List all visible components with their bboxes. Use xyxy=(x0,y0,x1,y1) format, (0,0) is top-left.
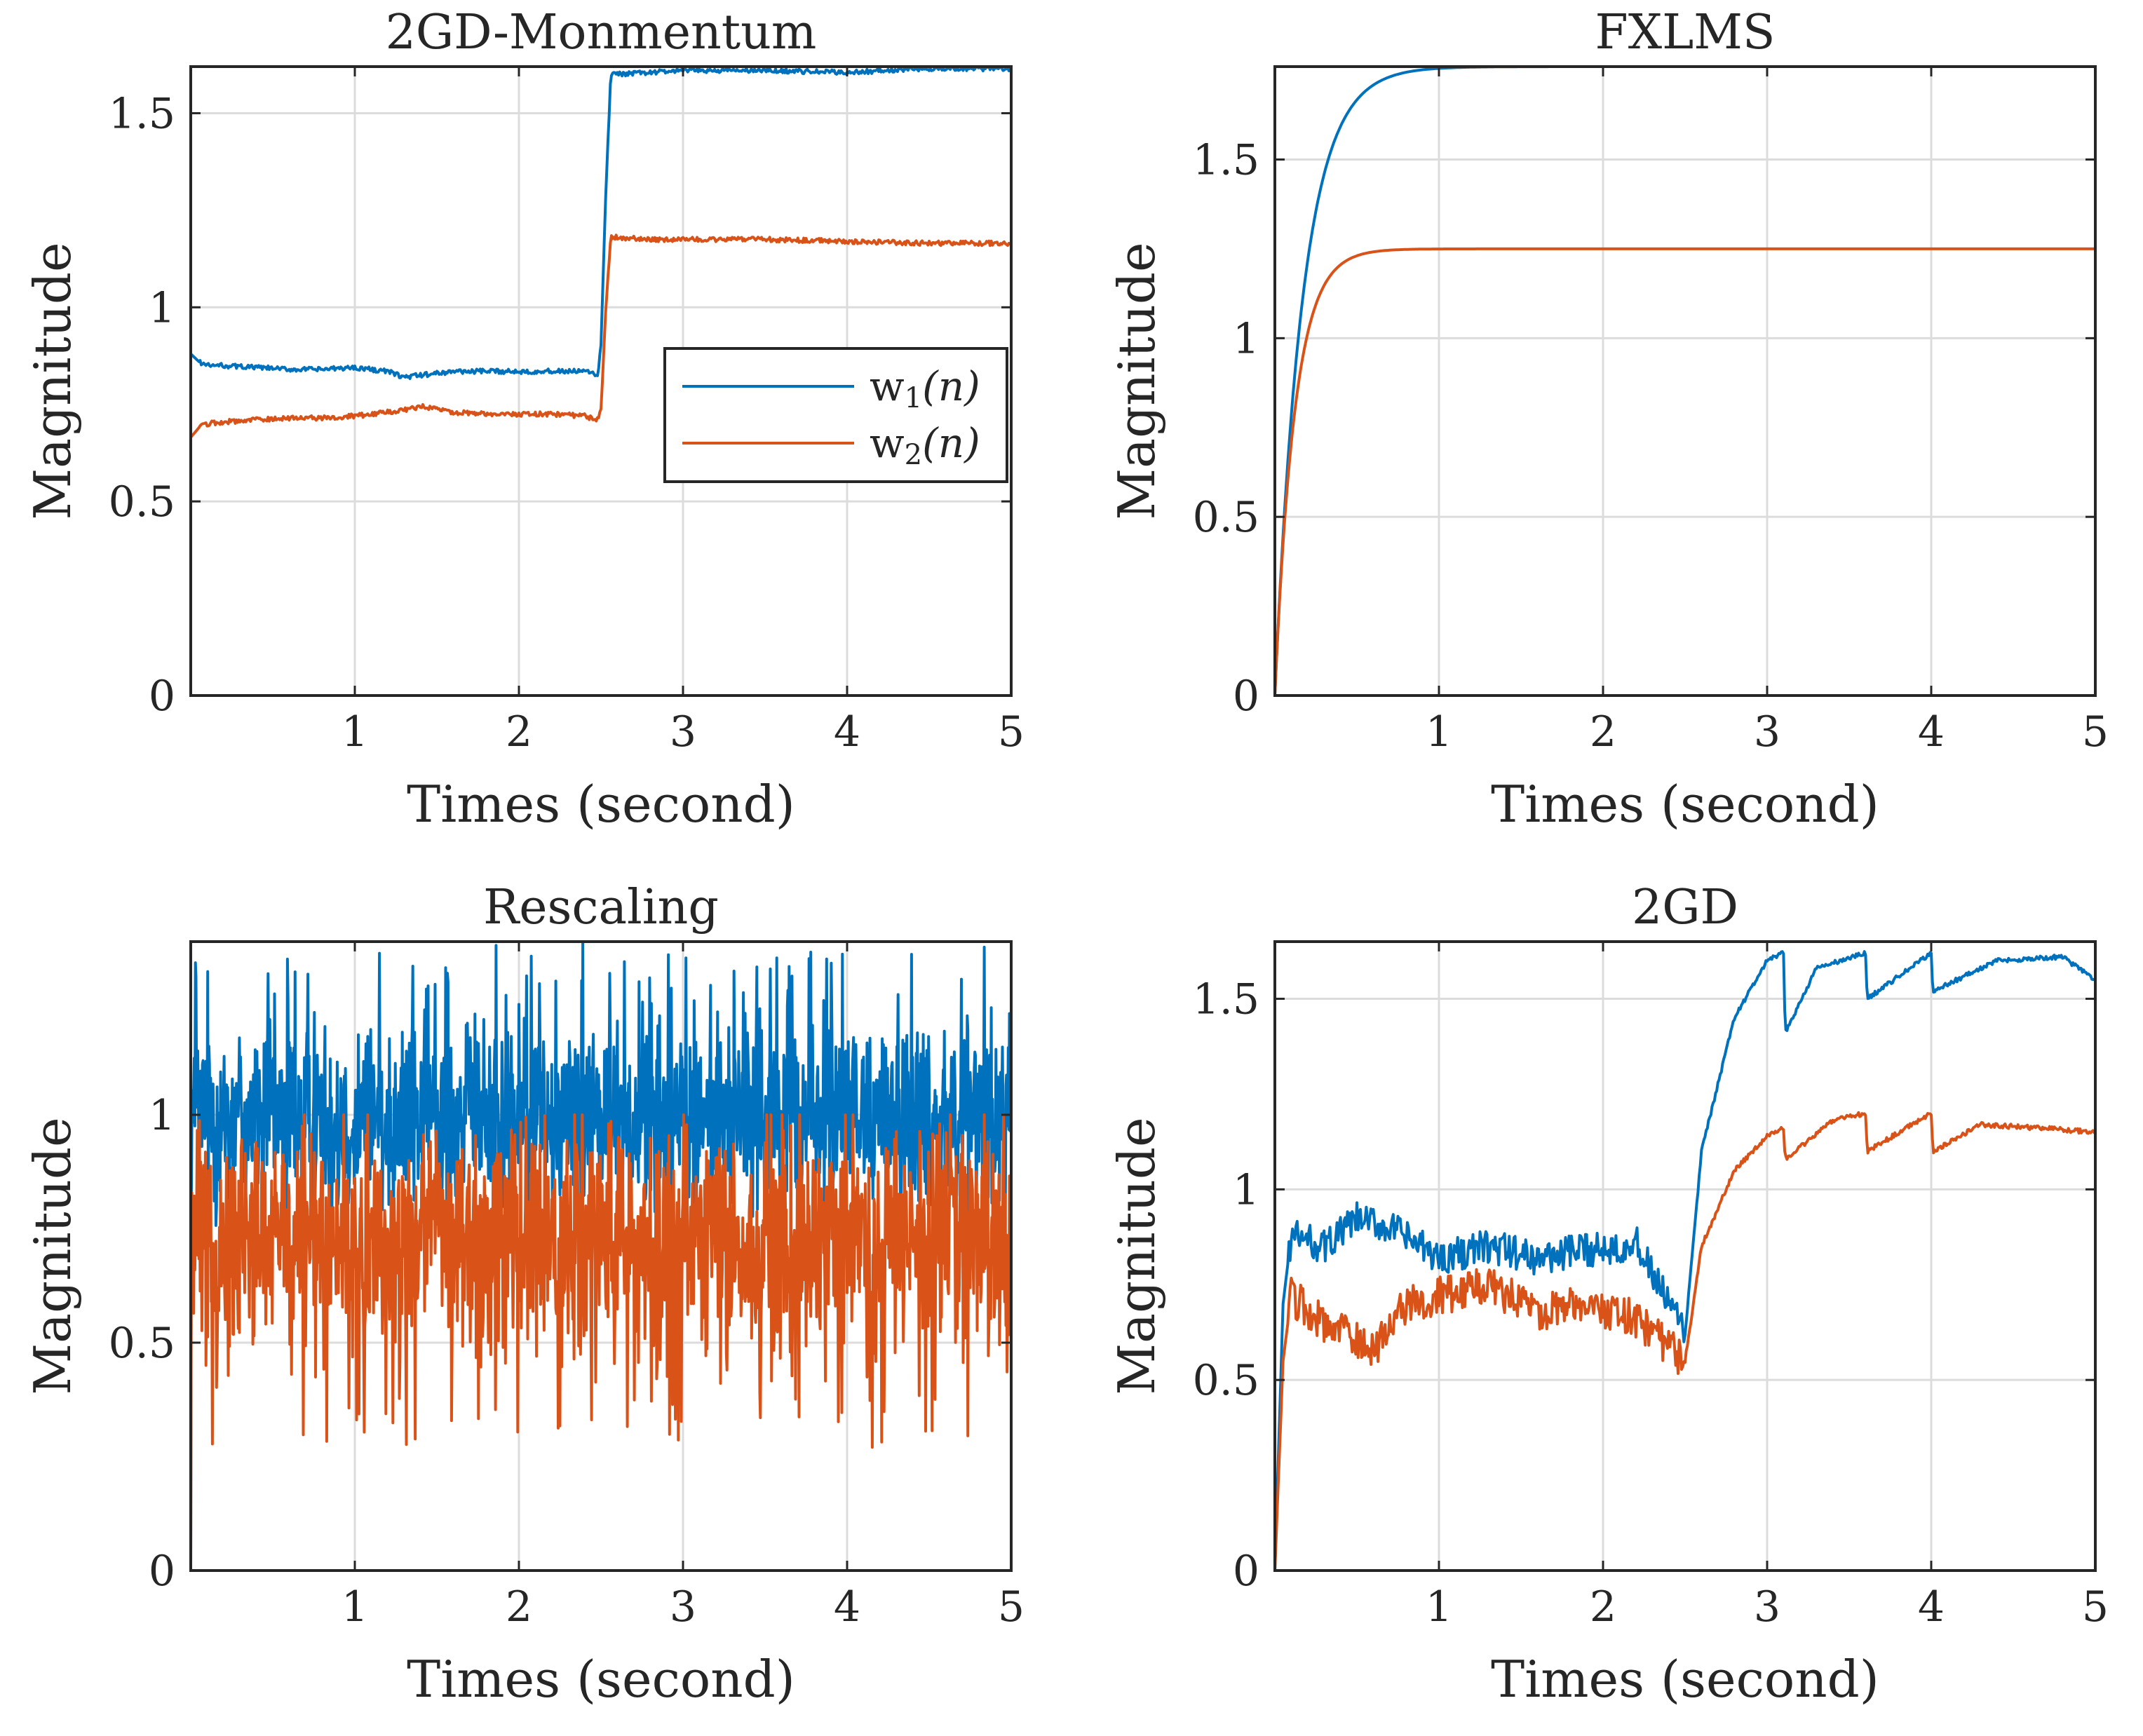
x-tick-label: 1 xyxy=(1426,1582,1452,1632)
panel-fxlms: 1 2 3 4 5 0 0.5 1 1.5 FXLMS Times (second) Magnitud… xyxy=(1107,5,2109,834)
series-w2-line xyxy=(1275,247,2095,696)
x-tick-label: 3 xyxy=(670,707,696,757)
legend-label-w1: w1(n) xyxy=(870,362,980,414)
plot-area xyxy=(191,67,1011,439)
x-tick-label: 5 xyxy=(2082,707,2109,757)
axes-frame xyxy=(189,65,1013,697)
x-tick-label: 2 xyxy=(506,707,532,757)
panel-2gd-monmentum: 1 2 3 4 5 0 0.5 1 1.5 2GD-Monmentum Times (second)… xyxy=(23,5,1025,834)
legend-label-w2: w2(n) xyxy=(870,419,980,471)
y-tick-label: 1 xyxy=(149,283,175,332)
series-w1-line xyxy=(1275,950,2095,1571)
x-tick-label: 4 xyxy=(1918,707,1945,757)
x-tick-label: 4 xyxy=(834,1582,860,1632)
x-tick-label: 3 xyxy=(1754,1582,1780,1632)
y-axis-label: Magnitude xyxy=(1107,242,1166,520)
y-tick-label: 1.5 xyxy=(109,89,175,138)
x-tick-label: 4 xyxy=(1918,1582,1945,1632)
x-tick-label: 3 xyxy=(1754,707,1780,757)
y-tick-label: 0 xyxy=(1233,672,1259,721)
plot-area xyxy=(1275,950,2095,1571)
axes-frame xyxy=(1273,940,2097,1572)
chart-title: 2GD-Monmentum xyxy=(386,5,817,60)
x-tick-label: 2 xyxy=(1590,707,1616,757)
y-tick-label: 0 xyxy=(149,1547,175,1596)
x-tick-label: 1 xyxy=(342,707,368,757)
y-tick-label: 1 xyxy=(1233,1165,1259,1214)
x-tick-label: 4 xyxy=(834,707,860,757)
y-tick-label: 0.5 xyxy=(109,477,175,527)
series-w1-line xyxy=(191,67,1011,381)
series-w1-line xyxy=(191,942,1011,1571)
series-w2-line xyxy=(191,233,1011,439)
y-tick-label: 0.5 xyxy=(1193,493,1259,542)
x-axis-label: Times (second) xyxy=(1491,1650,1879,1709)
y-tick-label: 1 xyxy=(1233,314,1259,363)
y-tick-label: 1 xyxy=(149,1091,175,1140)
x-tick-label: 1 xyxy=(1426,707,1452,757)
axes-frame xyxy=(189,940,1013,1572)
legend: w1(n)w2(n) xyxy=(663,347,1008,483)
y-tick-label: 1.5 xyxy=(1193,136,1259,185)
y-tick-label: 0.5 xyxy=(1193,1356,1259,1405)
y-tick-label: 1.5 xyxy=(1193,975,1259,1024)
x-axis-label: Times (second) xyxy=(1491,775,1879,834)
y-axis-label: Magnitude xyxy=(23,242,82,520)
series-w2-line xyxy=(1275,1111,2095,1571)
chart-title: Rescaling xyxy=(483,880,719,935)
x-axis-label: Times (second) xyxy=(407,1650,795,1709)
series-w2-line xyxy=(191,1113,1011,1571)
x-tick-label: 5 xyxy=(998,1582,1025,1632)
x-tick-label: 2 xyxy=(1590,1582,1616,1632)
x-tick-label: 1 xyxy=(342,1582,368,1632)
y-tick-label: 0 xyxy=(149,672,175,721)
y-tick-label: 0.5 xyxy=(109,1319,175,1368)
x-tick-label: 5 xyxy=(2082,1582,2109,1632)
x-tick-label: 3 xyxy=(670,1582,696,1632)
axes-frame xyxy=(1273,65,2097,697)
x-tick-label: 2 xyxy=(506,1582,532,1632)
y-axis-label: Magnitude xyxy=(23,1117,82,1395)
chart-title: 2GD xyxy=(1632,880,1738,935)
x-axis-label: Times (second) xyxy=(407,775,795,834)
series-w1-line xyxy=(1275,67,2095,696)
legend-box xyxy=(663,347,1008,483)
chart-title: FXLMS xyxy=(1595,5,1776,60)
x-tick-label: 5 xyxy=(998,707,1025,757)
y-axis-label: Magnitude xyxy=(1107,1117,1166,1395)
plot-area xyxy=(1275,67,2095,696)
panel-2gd: 1 2 3 4 5 0 0.5 1 1.5 2GD Times (second) Magnitude xyxy=(1107,880,2109,1709)
panel-rescaling: 1 2 3 4 5 0 0.5 1 Rescaling Times (second) Magnitu… xyxy=(23,880,1025,1709)
y-tick-label: 0 xyxy=(1233,1547,1259,1596)
plot-area xyxy=(191,942,1011,1571)
